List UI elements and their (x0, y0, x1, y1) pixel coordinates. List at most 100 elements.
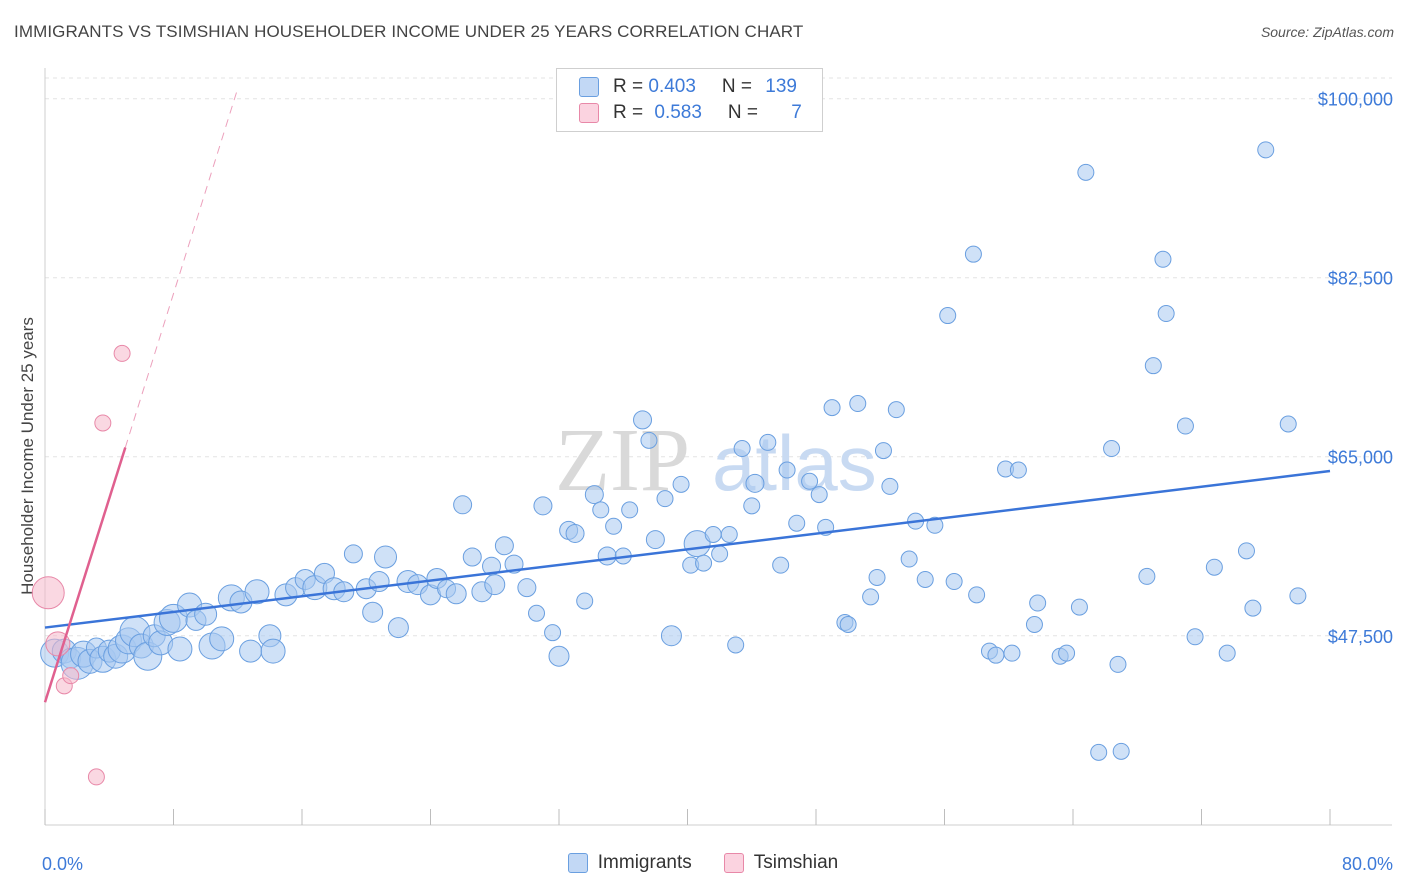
immigrants-point (704, 525, 722, 543)
immigrants-point (1279, 415, 1297, 433)
immigrants-point (1077, 163, 1095, 181)
tsimshian-point (31, 576, 65, 610)
immigrants-point (778, 461, 796, 479)
n-label: N = (721, 76, 758, 97)
immigrants-point (672, 475, 690, 493)
immigrants-point (544, 624, 562, 642)
immigrants-point (695, 554, 713, 572)
stats-row-tsimshian: R = 0.583 N = 7 (579, 101, 802, 125)
immigrants-point (167, 636, 193, 662)
immigrants-swatch (567, 853, 588, 873)
trend-lines (43, 88, 1331, 703)
immigrants-point (1090, 743, 1108, 761)
immigrants-point (823, 399, 841, 417)
immigrants-point (945, 573, 963, 591)
immigrants-point (743, 497, 761, 515)
x-tick-label: 0.0% (42, 854, 83, 874)
r-label: R = (613, 102, 649, 123)
legend-item-immigrants: Immigrants (567, 852, 692, 874)
immigrants-point (517, 578, 537, 598)
r-value: 0.583 (654, 102, 702, 123)
immigrants-point (462, 547, 482, 567)
immigrants-point (565, 523, 585, 543)
immigrants-point (772, 556, 790, 574)
immigrants-trend-line (44, 469, 1331, 629)
tsimshian-point (45, 631, 71, 657)
immigrants-point (1138, 567, 1156, 585)
immigrants-point (494, 536, 514, 556)
immigrants-swatch (579, 77, 599, 97)
immigrants-point (759, 433, 777, 451)
immigrants-point (387, 617, 409, 639)
immigrants-point (533, 496, 553, 516)
immigrants-point (720, 525, 738, 543)
y-tick-label: $65,000 (1328, 448, 1393, 468)
immigrants-point (660, 625, 682, 647)
tick-labels: $47,500 $65,000 $82,500 $100,000 0.0% 80.0% (42, 90, 1393, 874)
immigrants-point (1205, 558, 1223, 576)
tsimshian-point (62, 667, 80, 685)
immigrants-point (584, 485, 604, 505)
tsimshian-trend-line (43, 447, 127, 703)
tsimshian-swatch (723, 853, 744, 873)
immigrants-point (1112, 742, 1130, 760)
immigrants-point (1070, 598, 1088, 616)
y-tick-label: $82,500 (1328, 269, 1393, 289)
x-tick-label: 80.0% (1342, 854, 1393, 874)
immigrants-point (1176, 417, 1194, 435)
stats-legend: R = 0.403 N = 139 R = 0.583 N = 7 (556, 68, 823, 132)
legend-item-tsimshian: Tsimshian (723, 852, 839, 874)
immigrants-point (939, 307, 957, 325)
immigrants-point (1003, 644, 1021, 662)
immigrants-point (445, 583, 467, 605)
immigrants-point (621, 501, 639, 519)
immigrants-point (1058, 644, 1076, 662)
tsimshian-point (87, 768, 105, 786)
immigrants-point (1289, 587, 1307, 605)
immigrants-point (1103, 440, 1121, 458)
legend-label: Tsimshian (753, 852, 839, 873)
r-label: R = (613, 76, 649, 97)
immigrants-point (528, 604, 546, 622)
immigrants-point (592, 501, 610, 519)
immigrants-point (916, 570, 934, 588)
immigrants-point (1029, 594, 1047, 612)
immigrants-point (1109, 655, 1127, 673)
immigrants-point (260, 638, 286, 664)
immigrants-point (926, 516, 944, 534)
watermark-atlas: atlas (712, 419, 877, 507)
immigrants-point (597, 546, 617, 566)
immigrants-point (711, 545, 729, 563)
immigrants-point (968, 586, 986, 604)
immigrants-point (887, 401, 905, 419)
immigrants-point (727, 636, 745, 654)
immigrants-point (633, 410, 653, 430)
n-value: 7 (791, 102, 802, 123)
y-tick-label: $47,500 (1328, 627, 1393, 647)
immigrants-point (801, 472, 819, 490)
immigrants-point (645, 530, 665, 550)
immigrants-point (1244, 599, 1262, 617)
immigrants-point (862, 588, 880, 606)
immigrants-point (1154, 250, 1172, 268)
immigrants-point (244, 579, 270, 605)
legend-label: Immigrants (597, 852, 692, 873)
series-legend: Immigrants Tsimshian (0, 852, 1406, 874)
stats-row-immigrants: R = 0.403 N = 139 (579, 75, 797, 99)
immigrants-point (362, 601, 384, 623)
tsimshian-point (113, 344, 131, 362)
immigrants-point (453, 495, 473, 515)
tsimshian-swatch (579, 103, 599, 123)
immigrants-point (1157, 305, 1175, 323)
immigrants-point (605, 517, 623, 535)
immigrants-point (239, 639, 263, 663)
immigrants-point (576, 592, 594, 610)
source-label: Source: ZipAtlas.com (1260, 24, 1394, 40)
immigrants-point (745, 473, 765, 493)
immigrants-point (548, 645, 570, 667)
immigrants-point (987, 646, 1005, 664)
immigrants-point (881, 477, 899, 495)
immigrants-point (1025, 615, 1043, 633)
immigrants-point (1009, 461, 1027, 479)
